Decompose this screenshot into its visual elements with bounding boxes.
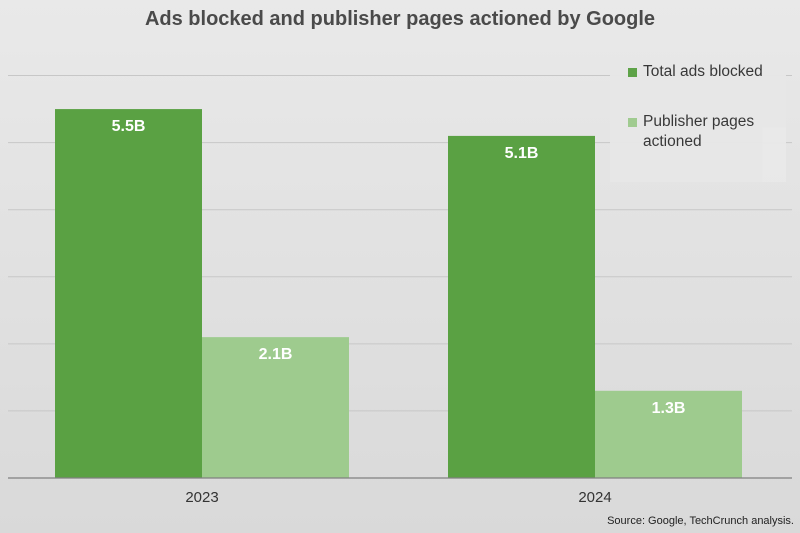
legend-item-total-ads-blocked: Total ads blocked — [628, 62, 776, 82]
legend: Total ads blocked Publisher pages action… — [610, 50, 786, 182]
data-label: 2.1B — [259, 346, 293, 363]
bar — [595, 390, 742, 478]
x-tick-label: 2023 — [185, 489, 218, 506]
chart-title: Ads blocked and publisher pages actioned… — [144, 8, 656, 30]
legend-swatch-series-1 — [628, 68, 637, 77]
legend-item-publisher-pages: Publisher pages actioned — [628, 112, 776, 152]
bar — [55, 109, 202, 479]
data-label: 1.3B — [652, 400, 686, 417]
bar — [448, 135, 595, 478]
legend-swatch-series-2 — [628, 118, 637, 127]
legend-label-series-1: Total ads blocked — [643, 63, 763, 80]
legend-label-series-2: Publisher pages actioned — [643, 113, 755, 150]
x-tick-label: 2024 — [578, 489, 611, 506]
source-note: Source: Google, TechCrunch analysis. — [607, 515, 794, 527]
bar — [202, 337, 349, 478]
data-label: 5.5B — [112, 118, 146, 135]
data-label: 5.1B — [505, 145, 539, 162]
